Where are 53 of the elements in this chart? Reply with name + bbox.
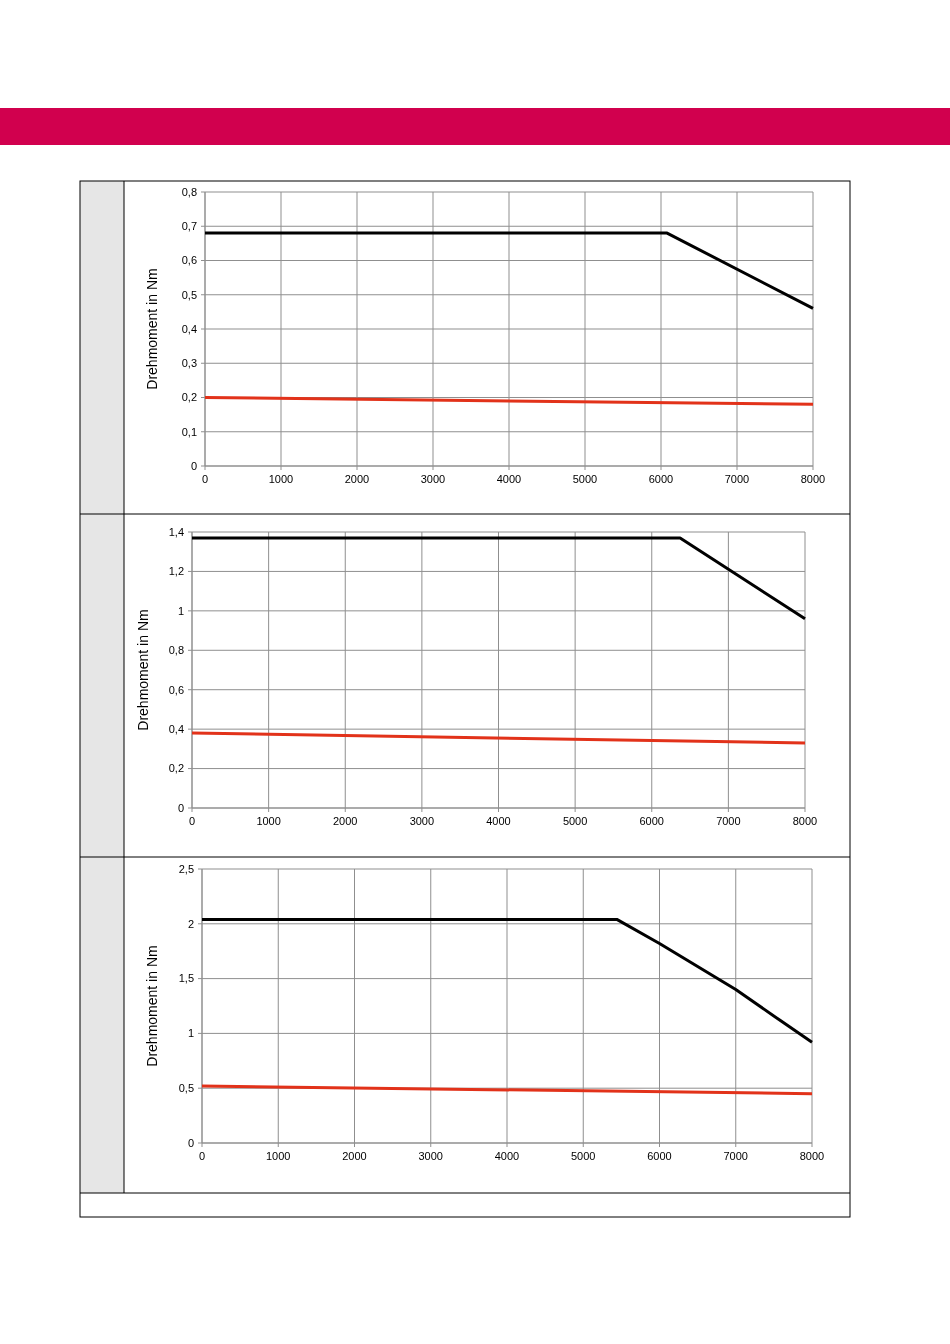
y-tick-label: 0,4	[168, 722, 184, 735]
y-tick-label: 1,5	[178, 972, 194, 985]
x-tick-label: 0	[198, 1150, 206, 1162]
x-tick-label: 1000	[268, 473, 294, 485]
y-tick-label: 0,2	[181, 391, 197, 404]
y-tick-label: 0,7	[181, 220, 197, 233]
y-tick-label: 0	[187, 1136, 194, 1149]
x-tick-label: 2000	[333, 815, 358, 827]
y-tick-label: 0,4	[181, 322, 197, 335]
x-tick-label: 5000	[562, 815, 588, 827]
y-tick-label: 0,6	[168, 683, 184, 696]
x-tick-label: 4000	[494, 1150, 520, 1162]
y-axis-title: Drehmoment in Nm	[144, 945, 160, 1067]
y-tick-label: 2	[187, 917, 194, 930]
x-tick-label: 2000	[344, 473, 370, 485]
x-tick-label: 7000	[723, 1150, 748, 1162]
y-tick-label: 0,5	[178, 1082, 194, 1095]
y-tick-label: 0	[177, 801, 184, 814]
x-tick-label: 1000	[266, 1150, 291, 1162]
x-tick-label: 3000	[420, 473, 446, 485]
x-tick-label: 8000	[800, 473, 826, 485]
x-tick-label: 8000	[792, 815, 818, 827]
y-tick-label: 0	[190, 459, 197, 472]
y-axis-title: Drehmoment in Nm	[144, 268, 160, 390]
y-tick-label: 2,5	[178, 862, 194, 875]
x-tick-label: 6000	[648, 473, 674, 485]
y-tick-label: 0,8	[181, 185, 197, 198]
x-tick-label: 4000	[486, 815, 511, 827]
x-tick-label: 3000	[409, 815, 435, 827]
x-tick-label: 6000	[647, 1150, 672, 1162]
x-tick-label: 7000	[716, 815, 741, 827]
x-tick-label: 2000	[342, 1150, 367, 1162]
x-tick-label: 4000	[496, 473, 522, 485]
y-tick-label: 0,5	[181, 288, 197, 301]
x-tick-label: 3000	[418, 1150, 443, 1162]
y-tick-label: 0,3	[181, 357, 197, 370]
x-tick-label: 0	[201, 473, 209, 485]
y-axis-title: Drehmoment in Nm	[135, 609, 151, 731]
y-tick-label: 0,1	[181, 425, 197, 438]
y-tick-label: 0,8	[168, 644, 184, 657]
x-tick-label: 6000	[639, 815, 664, 827]
y-tick-label: 1,4	[168, 525, 184, 538]
y-tick-label: 1,2	[168, 565, 184, 578]
x-tick-label: 7000	[724, 473, 750, 485]
y-tick-label: 0,2	[168, 762, 184, 775]
y-tick-label: 1	[177, 604, 184, 617]
x-tick-label: 5000	[572, 473, 598, 485]
y-tick-label: 1	[187, 1027, 194, 1040]
line-series	[200, 917, 814, 1044]
y-tick-label: 0,6	[181, 254, 197, 267]
x-tick-label: 5000	[571, 1150, 596, 1162]
x-tick-label: 1000	[256, 815, 281, 827]
x-tick-label: 8000	[799, 1150, 825, 1162]
